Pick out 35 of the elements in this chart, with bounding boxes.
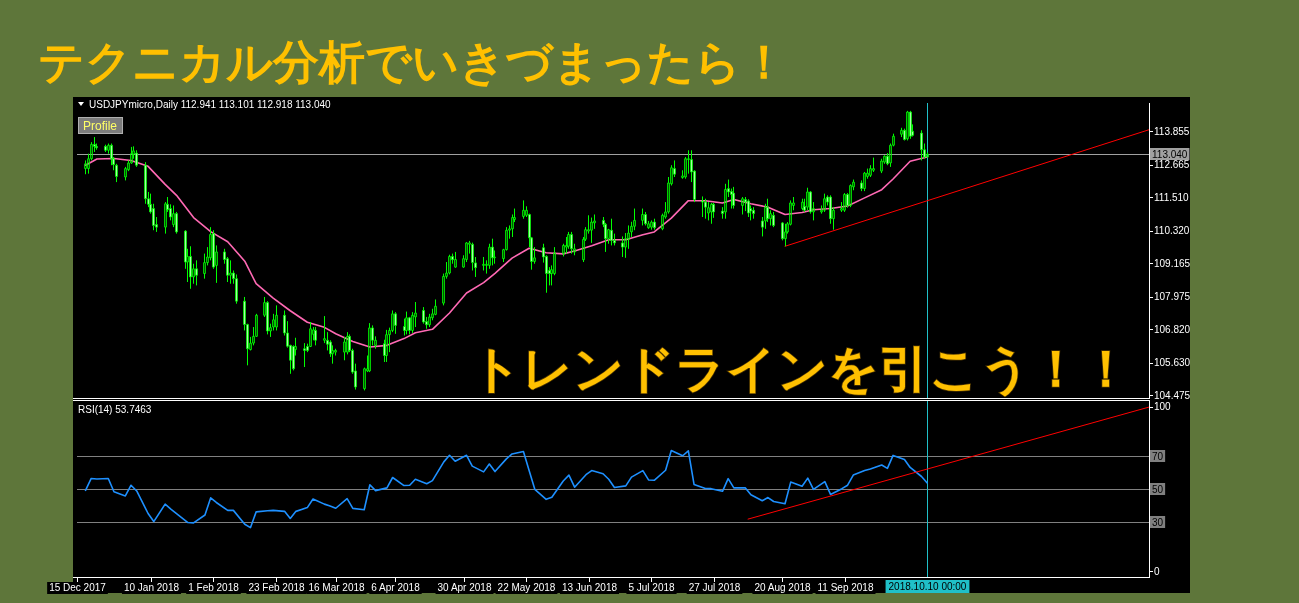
tick-label: 100 bbox=[1154, 401, 1171, 413]
tick-label: 15 Dec 2017 bbox=[47, 582, 108, 594]
ref-label: 113.040 bbox=[1150, 148, 1190, 160]
annotation-button: Profile bbox=[78, 117, 123, 134]
title: テクニカル分析でいきづまったら！ bbox=[38, 35, 787, 89]
tick-label: 109.165 bbox=[1154, 257, 1191, 269]
tick-label: 104.475 bbox=[1154, 389, 1191, 401]
tick-label: 110.320 bbox=[1154, 225, 1190, 237]
tick-label: 1 Feb 2018 bbox=[186, 582, 241, 594]
tick-label: 30 Apr 2018 bbox=[435, 582, 494, 594]
tick-label: 6 Apr 2018 bbox=[369, 582, 422, 594]
tick-label: 113.855 bbox=[1154, 125, 1190, 137]
ref-label: 50 bbox=[1150, 483, 1166, 495]
tick-label: 105.630 bbox=[1154, 357, 1191, 369]
tick-label: 20 Aug 2018 bbox=[752, 582, 813, 594]
tick-label: 0 bbox=[1154, 565, 1160, 577]
annotation: USDJPYmicro,Daily 112.941 113.101 112.918 113.040 bbox=[89, 99, 331, 110]
tick-label: 22 May 2018 bbox=[495, 582, 558, 594]
ref-label: 70 bbox=[1150, 450, 1166, 462]
tick-label: 27 Jul 2018 bbox=[686, 582, 743, 594]
tick-label: 13 Jun 2018 bbox=[559, 582, 620, 594]
ref-label: 30 bbox=[1150, 516, 1166, 528]
tick-label: 11 Sep 2018 bbox=[815, 582, 876, 594]
tick-label: 10 Jan 2018 bbox=[121, 582, 182, 594]
title: RSI(14) 53.7463 bbox=[78, 404, 152, 415]
tick-label: 107.975 bbox=[1154, 291, 1191, 303]
tick-label: 106.820 bbox=[1154, 323, 1191, 335]
tick-label: 5 Jul 2018 bbox=[626, 582, 677, 594]
tick-label: 112.665 bbox=[1154, 159, 1190, 171]
tick-label: 111.510 bbox=[1154, 191, 1189, 203]
annotation: Profile bbox=[83, 119, 118, 133]
tick-label: 23 Feb 2018 bbox=[246, 582, 307, 594]
tick-label: 16 Mar 2018 bbox=[306, 582, 367, 594]
ref-label: 2018.10.10 00:00 bbox=[885, 580, 970, 593]
annotation: トレンドラインを引こう！！ bbox=[471, 340, 1131, 398]
